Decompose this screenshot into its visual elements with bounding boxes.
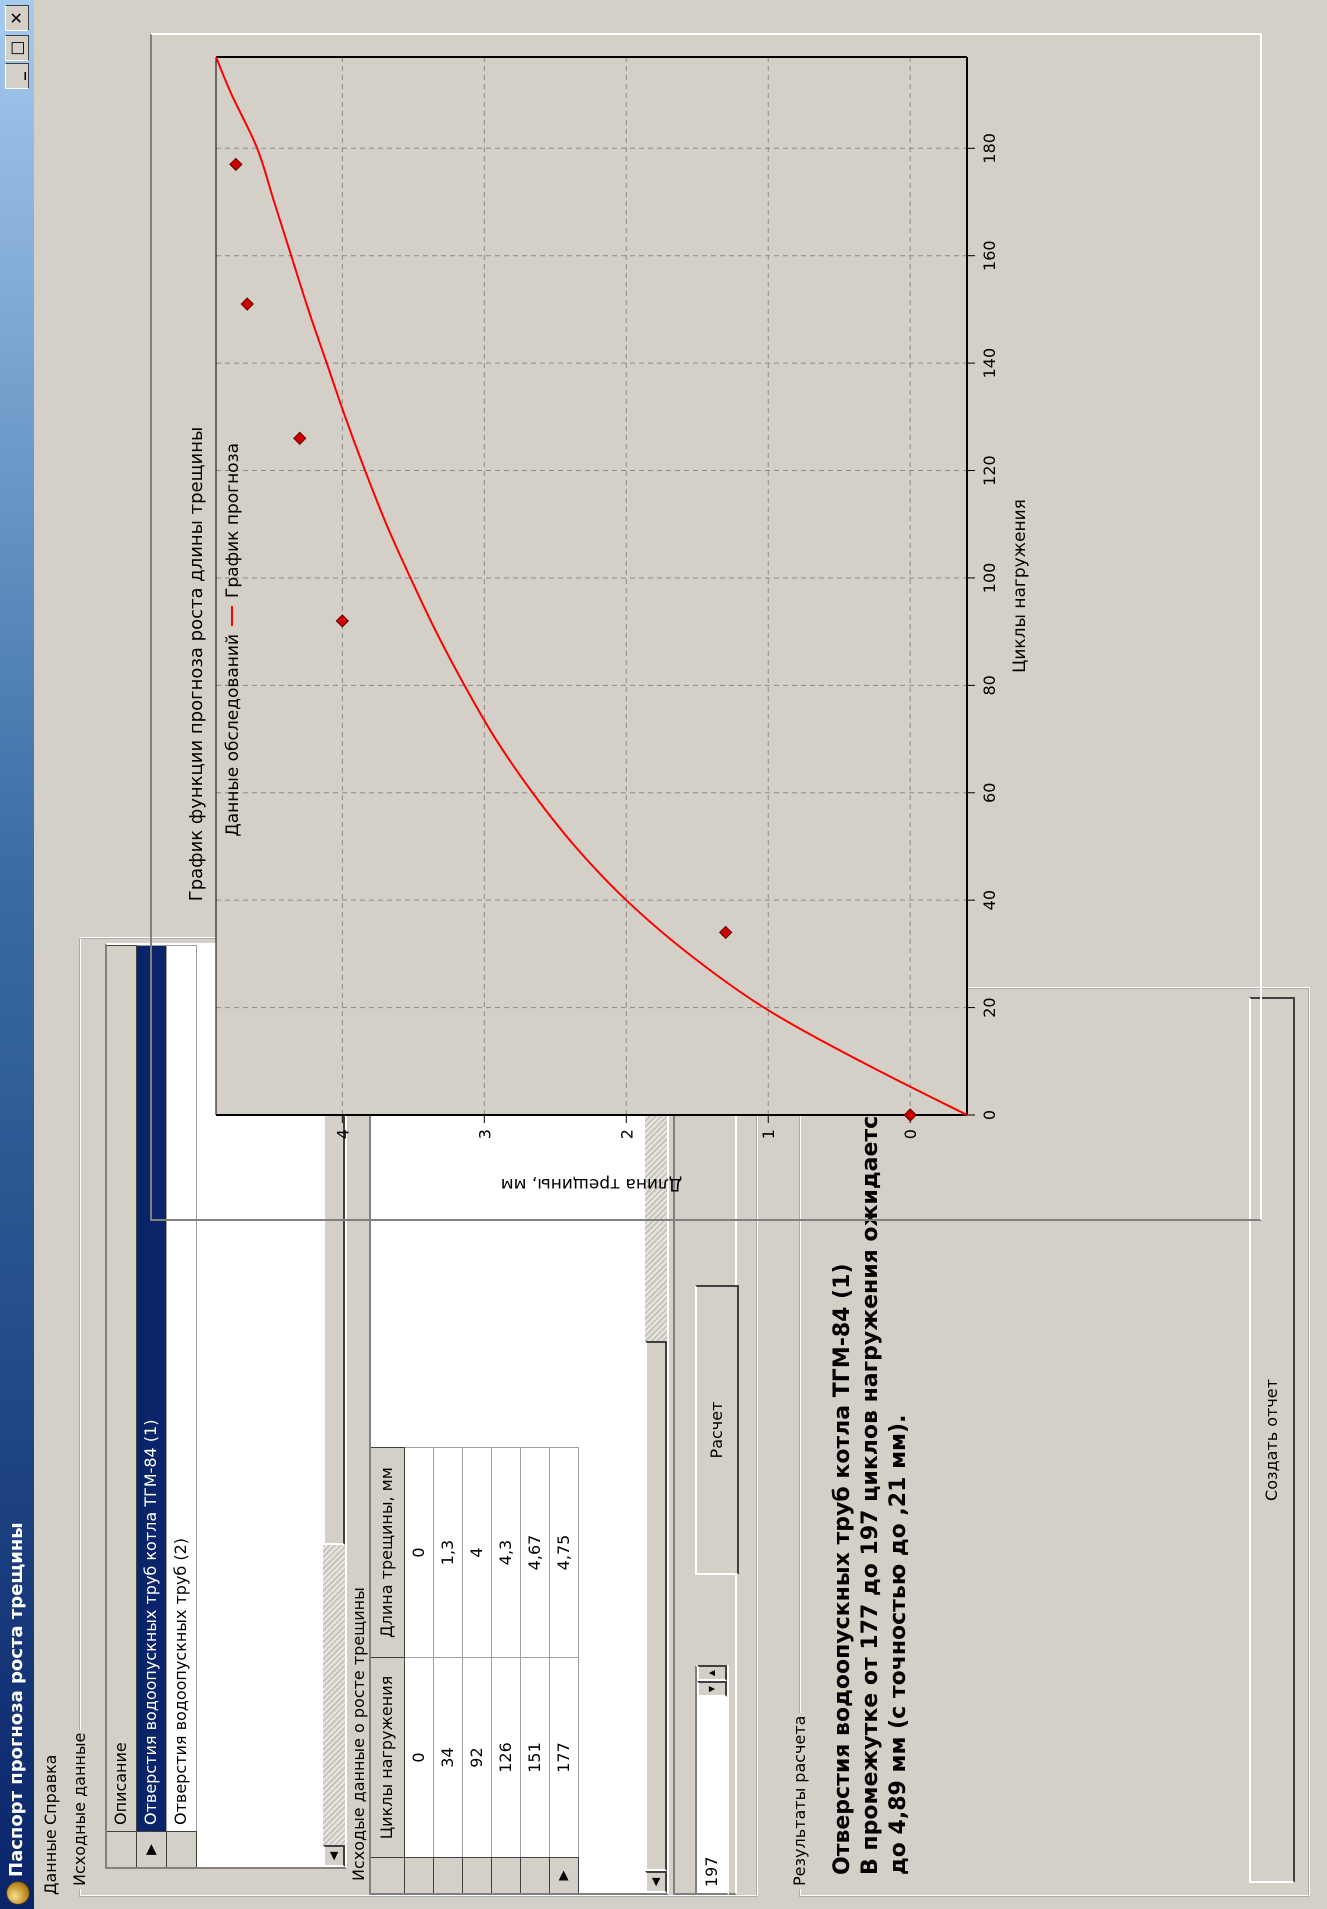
window-title: Паспорт прогноза роста трещины	[6, 1522, 27, 1877]
grid-row-indicator: ▶	[550, 1857, 579, 1893]
survey-data-point	[240, 297, 254, 311]
x-tick-label: 40	[980, 890, 999, 910]
calc-button[interactable]: Расчет	[695, 1285, 739, 1575]
forecast-curve	[215, 56, 968, 1116]
legend-label-survey-data: Данные обследований	[223, 634, 243, 837]
grid-header-length[interactable]: Длина трещины, мм	[371, 1447, 405, 1657]
current-row-indicator: ▶	[137, 1831, 167, 1867]
grid-header-cycles[interactable]: Циклы нагружения	[371, 1657, 405, 1857]
grid-cell-length[interactable]: 4,67	[521, 1447, 550, 1657]
survey-data-point	[335, 614, 350, 628]
row-indicator-header	[107, 1831, 137, 1867]
menu-data[interactable]: Данные	[41, 1829, 60, 1895]
scroll-left-icon[interactable]: ◀	[323, 1845, 345, 1867]
close-button[interactable]: ✕	[5, 5, 29, 31]
grid-row-indicator	[405, 1857, 434, 1893]
x-tick-label: 140	[980, 348, 999, 379]
x-axis-title: Циклы нагружения	[1010, 499, 1030, 673]
grid-cell-cycles[interactable]: 126	[492, 1657, 521, 1857]
grid-cell-length[interactable]: 4,3	[492, 1447, 521, 1657]
scroll-left-icon[interactable]: ◀	[645, 1871, 667, 1893]
grid-cell-length[interactable]: 4,75	[550, 1447, 579, 1657]
plot-area	[216, 57, 967, 1115]
y-tick-label: 3	[475, 1129, 494, 1139]
legend-label-forecast: График прогноза	[223, 443, 243, 598]
x-tick-label: 100	[980, 563, 999, 594]
app-icon	[6, 1881, 30, 1905]
grid-row-indicator	[521, 1857, 550, 1893]
y-tick-label: 0	[901, 1129, 920, 1139]
grid-label: Исходые данные о росте трещины	[349, 1587, 368, 1881]
x-tick-label: 0	[980, 1110, 999, 1120]
menu-help[interactable]: Справка	[41, 1754, 60, 1826]
menu-bar: Данные Справка	[35, 0, 67, 1909]
grid-row-indicator	[492, 1857, 521, 1893]
scroll-track[interactable]	[323, 1545, 345, 1845]
grid-cell-length[interactable]: 0	[405, 1447, 434, 1657]
spin-up-icon[interactable]: ▲	[697, 1665, 727, 1681]
column-header-description[interactable]: Описание	[107, 945, 137, 1831]
title-bar[interactable]: Паспорт прогноза роста трещины _ □ ✕	[0, 0, 34, 1909]
grid-row-indicator	[463, 1857, 492, 1893]
survey-data-point	[293, 431, 307, 446]
y-tick-label: 4	[333, 1129, 352, 1139]
scroll-thumb[interactable]	[645, 1341, 667, 1871]
x-tick-label: 180	[980, 133, 999, 164]
crack-growth-chart: 0 20 40 60 80 100 120 140 160 180 0 1 2 3 4 Циклы нагру…	[186, 56, 1030, 1194]
survey-data-point	[229, 157, 243, 172]
chart-panel: 0 20 40 60 80 100 120 140 160 180 0 1 2 3 4 Циклы нагру…	[150, 33, 1262, 1221]
y-tick-label: 1	[759, 1129, 778, 1139]
grid-cell-cycles[interactable]: 177	[550, 1657, 579, 1857]
y-axis-title: Длина трещины, мм	[501, 1174, 682, 1194]
grid-cell-cycles[interactable]: 92	[463, 1657, 492, 1857]
row-indicator	[167, 1831, 197, 1867]
x-tick-label: 160	[980, 240, 999, 271]
grid-cell-cycles[interactable]: 34	[434, 1657, 463, 1857]
grid-cell-cycles[interactable]: 151	[521, 1657, 550, 1857]
grid-corner	[371, 1857, 405, 1893]
maximize-button[interactable]: □	[5, 35, 29, 61]
spin-down-icon[interactable]: ▼	[697, 1681, 727, 1697]
results-label: Результаты расчета	[790, 1715, 809, 1886]
y-tick-label: 2	[617, 1129, 636, 1139]
x-tick-label: 120	[980, 455, 999, 486]
x-tick-label: 60	[980, 783, 999, 803]
grid-cell-length[interactable]: 1,3	[434, 1447, 463, 1657]
x-tick-label: 80	[980, 675, 999, 695]
source-data-label: Исходные данные	[70, 1732, 89, 1886]
grid-cell-length[interactable]: 4	[463, 1447, 492, 1657]
grid-row-indicator	[434, 1857, 463, 1893]
survey-data-point	[718, 925, 733, 940]
chart-title: График функции прогноза роста длины трещ…	[186, 427, 207, 901]
cycles-input[interactable]	[699, 1703, 723, 1891]
grid-cell-cycles[interactable]: 0	[405, 1657, 434, 1857]
x-tick-label: 20	[980, 997, 999, 1017]
minimize-button[interactable]: _	[5, 63, 29, 89]
cycles-spin-edit[interactable]: ▼ ▲	[695, 1665, 729, 1895]
survey-data-point	[903, 1108, 917, 1122]
